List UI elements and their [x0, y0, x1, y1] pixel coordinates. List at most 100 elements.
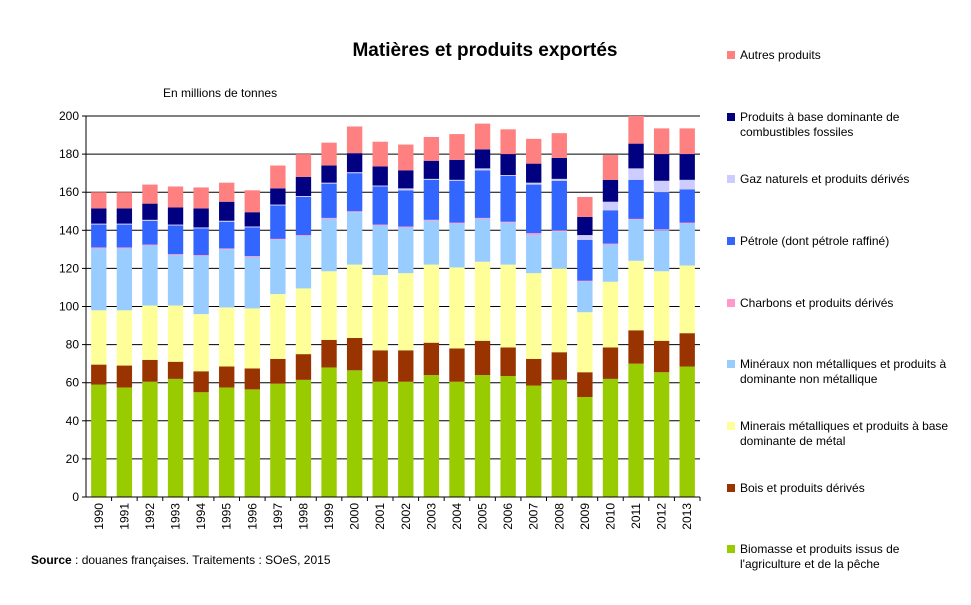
bar-segment — [398, 170, 414, 189]
bar-segment — [423, 375, 440, 497]
bar-segment — [219, 221, 235, 249]
x-tick-label: 2001 — [373, 503, 387, 530]
bar-segment — [398, 226, 414, 228]
bar-segment — [372, 185, 388, 187]
bar-segment — [219, 220, 235, 222]
bar-segment — [142, 381, 158, 497]
bar-segment — [474, 170, 491, 218]
bar-segment — [142, 359, 158, 382]
bar-segment — [500, 264, 516, 348]
bar-segment — [346, 211, 363, 213]
bar-segment — [91, 223, 107, 225]
bar-segment — [474, 375, 491, 497]
bar-segment — [91, 310, 107, 365]
bar-segment — [193, 208, 209, 228]
bar-segment — [653, 180, 670, 193]
y-tick-label: 80 — [66, 338, 80, 352]
legend-label: Minéraux non métalliques et produits à d… — [740, 357, 947, 386]
bar-segment — [653, 192, 670, 230]
bar-segment — [526, 163, 542, 183]
bar-segment — [193, 187, 209, 209]
bar-segment — [142, 184, 158, 204]
bar-segment — [500, 222, 516, 265]
bar-segment — [91, 208, 107, 224]
x-tick-label: 2011 — [629, 503, 643, 529]
bar-segment — [423, 264, 440, 343]
bar-segment — [219, 248, 235, 250]
bar-segment — [193, 371, 209, 393]
bar-segment — [91, 224, 107, 248]
bar-segment — [449, 223, 465, 268]
bar-segment — [526, 235, 542, 274]
bar-segment — [167, 207, 184, 225]
bar-segment — [602, 179, 619, 202]
bar-segment — [500, 129, 516, 155]
bar-segment — [602, 281, 619, 348]
bar-segment — [295, 354, 312, 380]
bar-segment — [398, 350, 414, 382]
bar-segment — [321, 142, 337, 166]
bar-segment — [346, 264, 363, 338]
bar-segment — [398, 144, 414, 171]
bar-segment — [321, 165, 337, 183]
bar-segment — [474, 123, 491, 150]
x-tick-label: 1998 — [296, 503, 310, 530]
x-tick-label: 2012 — [655, 503, 669, 530]
bar-segment — [219, 366, 235, 388]
source-label: Source — [31, 553, 72, 567]
bar-segment — [142, 203, 158, 220]
legend-swatch — [727, 175, 735, 183]
bar-segment — [270, 188, 286, 205]
bar-segment — [526, 138, 542, 164]
bar-segment — [423, 220, 440, 265]
bar-segment — [628, 179, 644, 219]
legend-label: Pétrole (dont pétrole raffiné) — [740, 234, 890, 248]
bar-segment — [295, 235, 312, 237]
bar-segment — [679, 222, 695, 224]
bar-segment — [270, 294, 286, 359]
bar-segment — [142, 220, 158, 245]
bar-segment — [628, 168, 644, 180]
bar-segment — [551, 178, 567, 181]
y-tick-label: 20 — [66, 452, 80, 466]
bar-segment — [244, 389, 260, 497]
bar-segment — [244, 256, 260, 309]
bar-segment — [116, 247, 133, 249]
bar-segment — [449, 180, 465, 223]
bar-segment — [449, 267, 465, 349]
bar-segment — [372, 275, 388, 351]
bar-segment — [602, 243, 619, 245]
bar-segment — [577, 396, 593, 497]
bar-segment — [602, 210, 619, 244]
bar-segment — [270, 358, 286, 384]
bar-segment — [628, 219, 644, 261]
bar-segment — [398, 188, 414, 191]
x-tick-label: 2010 — [603, 503, 617, 530]
legend-swatch — [727, 360, 735, 368]
bar-segment — [551, 379, 567, 497]
bar-segment — [167, 186, 184, 208]
bar-segment — [500, 154, 516, 176]
bar-segment — [398, 381, 414, 497]
bar-segment — [321, 339, 337, 368]
legend-swatch — [727, 545, 735, 553]
x-tick-label: 1993 — [169, 503, 183, 530]
x-tick-label: 2002 — [399, 503, 413, 530]
y-tick-label: 120 — [59, 261, 79, 275]
bar-segment — [602, 347, 619, 379]
bar-segment — [577, 312, 593, 373]
bar-segment — [295, 288, 312, 355]
legend-label: Gaz naturels et produits dérivés — [740, 172, 910, 186]
bar-segment — [653, 230, 670, 272]
bar-segment — [474, 218, 491, 262]
bar-segment — [653, 154, 670, 181]
bar-segment — [244, 256, 260, 257]
bar-segment — [270, 205, 286, 239]
bar-segment — [500, 376, 516, 497]
bar-segment — [423, 179, 440, 220]
x-tick-label: 2006 — [501, 503, 515, 530]
chart-title: Matières et produits exportés — [352, 40, 618, 61]
x-tick-label: 1991 — [117, 503, 131, 530]
bar-segment — [321, 218, 337, 272]
bar-segment — [628, 116, 644, 144]
